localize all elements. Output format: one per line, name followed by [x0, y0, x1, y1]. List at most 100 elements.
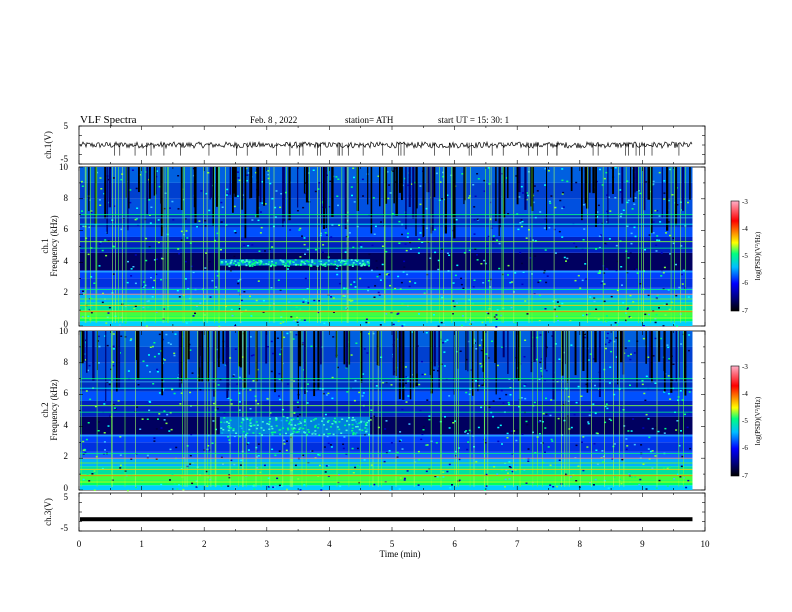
- spectrogram-streak: [344, 167, 348, 230]
- spectrogram-cell: [521, 220, 524, 223]
- spectrogram-cell: [575, 444, 578, 447]
- spectrogram-cell: [680, 465, 683, 468]
- spectrogram-cell: [582, 239, 585, 241]
- spectrogram-cell: [237, 177, 240, 179]
- spectrogram-cell: [660, 252, 663, 254]
- spectrogram-cell: [183, 233, 185, 236]
- spectrogram-cell: [173, 392, 176, 395]
- spectrogram-cell: [626, 225, 629, 227]
- spectrogram-cell: [620, 213, 623, 215]
- spectrogram-enhancement-cell: [358, 422, 361, 424]
- spectrogram-enhancement-cell: [352, 433, 355, 436]
- spectrogram-cell: [362, 373, 365, 375]
- spectrogram-cell: [679, 476, 682, 478]
- ch1-colorbar-tick: -6: [742, 279, 748, 287]
- spectrogram-cell: [441, 198, 444, 200]
- spectrogram-cell: [168, 430, 171, 432]
- spectrogram-cell: [303, 243, 306, 246]
- spectrogram-cell: [473, 340, 476, 342]
- spectrogram-cell: [588, 313, 591, 315]
- spectrogram-cell: [81, 250, 84, 253]
- spectrogram-enhancement-cell: [297, 264, 299, 266]
- spectrogram-cell: [417, 252, 420, 254]
- x-tick-label: 3: [265, 539, 270, 549]
- spectrogram-cell: [581, 441, 583, 443]
- spectrogram-cell: [345, 453, 348, 455]
- spectrogram-enhancement-cell: [261, 421, 264, 423]
- spectrogram-cell: [497, 426, 500, 429]
- spectrogram-cell: [647, 448, 650, 450]
- spectrogram-cell: [190, 434, 193, 436]
- spectrogram-cell: [669, 234, 671, 237]
- spectrogram-enhancement-cell: [270, 265, 273, 267]
- spectrogram-cell: [208, 449, 211, 451]
- spectrogram-cell: [400, 281, 403, 284]
- spectrogram-cell: [418, 459, 421, 461]
- spectrogram-cell: [518, 196, 521, 198]
- spectrogram-enhancement-cell: [270, 431, 273, 434]
- spectrogram-cell: [182, 294, 185, 296]
- spectrogram-cell: [558, 358, 561, 360]
- spectrogram-cell: [153, 437, 156, 439]
- spectrogram-cell: [84, 452, 87, 454]
- spectrogram-cell: [380, 356, 383, 358]
- spectrogram-cell: [196, 226, 199, 228]
- spectrogram-cell: [145, 237, 148, 240]
- spectrogram-cell: [425, 332, 428, 334]
- spectrogram-cell: [330, 296, 333, 298]
- spectrogram-cell: [337, 366, 339, 369]
- spectrogram-cell: [673, 323, 676, 325]
- spectrogram-cell: [363, 459, 366, 461]
- spectrogram-cell: [501, 443, 503, 445]
- spectrogram-enhancement-cell: [230, 259, 233, 262]
- spectrogram-cell: [418, 238, 421, 241]
- spectrogram-cell: [507, 274, 509, 276]
- spectrogram-cell: [586, 446, 589, 448]
- spectrogram-cell: [454, 274, 457, 277]
- spectrogram-cell: [501, 469, 503, 471]
- ch1-colorbar-tick: -5: [742, 252, 748, 260]
- spectrogram-cell: [335, 176, 338, 178]
- spectrogram-enhancement-cell: [232, 262, 235, 264]
- spectrogram-streak: [298, 331, 301, 358]
- spectrogram-cell: [667, 289, 670, 291]
- spectrogram-cell: [629, 384, 631, 386]
- spectrogram-cell: [199, 474, 201, 476]
- spectrogram-cell: [545, 413, 548, 416]
- spectrogram-enhancement-cell: [288, 422, 291, 425]
- spectrogram-cell: [346, 211, 349, 214]
- spectrogram-cell: [409, 248, 412, 250]
- spectrogram-streak: [281, 331, 283, 383]
- spectrogram-cell: [407, 232, 409, 235]
- spectrogram-cell: [257, 403, 260, 405]
- spectrogram-cell: [577, 465, 580, 467]
- spectrogram-cell: [608, 341, 611, 344]
- spectrogram-cell: [375, 260, 378, 262]
- spectrogram-cell: [306, 248, 309, 251]
- spectrogram-cell: [331, 224, 334, 226]
- spectrogram-cell: [343, 287, 346, 289]
- ch2-spec-ytick: 4: [64, 420, 69, 430]
- spectrogram-enhancement-cell: [365, 431, 368, 433]
- spectrogram-enhancement-cell: [286, 427, 289, 430]
- spectrogram-cell: [469, 430, 472, 433]
- spectrogram-cell: [595, 308, 598, 310]
- spectrogram-streak: [217, 331, 220, 368]
- spectrogram-cell: [84, 359, 87, 361]
- spectrogram-enhancement-cell: [340, 260, 343, 262]
- spectrogram-cell: [333, 311, 335, 313]
- spectrogram-enhancement-cell: [323, 433, 326, 436]
- spectrogram-cell: [296, 316, 298, 319]
- spectrogram-cell: [112, 345, 115, 347]
- spectrogram-cell: [257, 455, 260, 457]
- spectrogram-cell: [252, 485, 255, 487]
- spectrogram-cell: [374, 225, 377, 228]
- spectrogram-enhancement-cell: [281, 427, 284, 429]
- spectrogram-cell: [323, 322, 326, 325]
- spectrogram-enhancement-cell: [348, 417, 350, 419]
- spectrogram-cell: [456, 302, 458, 304]
- spectrogram-cell: [398, 220, 401, 223]
- spectrogram-cell: [119, 436, 122, 438]
- spectrogram-enhancement-cell: [314, 426, 317, 428]
- spectrogram-cell: [468, 249, 471, 252]
